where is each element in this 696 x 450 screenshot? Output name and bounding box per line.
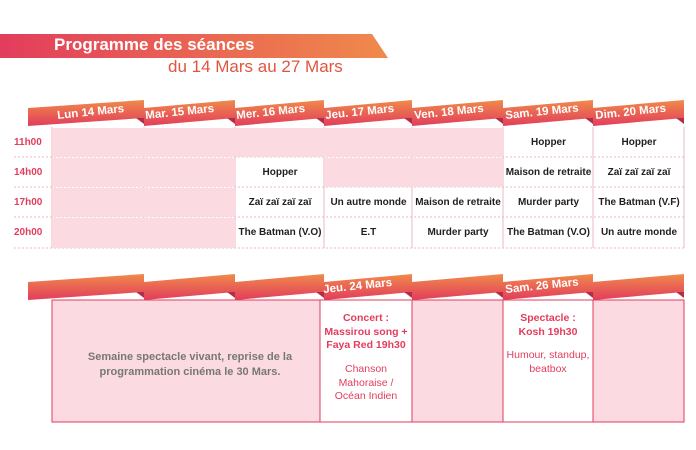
ribbon-segment (235, 274, 324, 300)
event-description: Chanson Mahoraise / Océan Indien (334, 362, 398, 403)
ribbon-fold (495, 292, 503, 298)
empty-cell (325, 128, 412, 157)
ribbon-segment (28, 274, 144, 300)
screening-cell: The Batman (V.O) (238, 227, 322, 239)
ribbon-fold (404, 118, 412, 124)
empty-cell (53, 188, 144, 217)
ribbon-fold (316, 292, 324, 298)
page-title: Programme des séances (54, 35, 255, 54)
empty-cell (325, 158, 412, 187)
event-description: Humour, standup, beatbox (506, 349, 590, 375)
empty-cell (53, 218, 144, 248)
empty-cell (413, 128, 503, 157)
ribbon-segment (324, 100, 412, 126)
empty-cell (145, 218, 235, 248)
screening-cell: Un autre monde (600, 227, 678, 239)
ribbon-segment (28, 100, 144, 126)
screening-cell: Murder party (517, 196, 580, 208)
empty-cell (145, 188, 235, 217)
empty-cell (53, 158, 144, 187)
time-label: 11h00 (14, 137, 42, 148)
time-label: 14h00 (14, 167, 43, 178)
screening-cell: Hopper (621, 136, 657, 148)
ribbon-fold (227, 292, 235, 298)
screening-cell: Zaï zaï zaï zaï (607, 166, 671, 178)
screening-cell: Un autre monde (330, 196, 407, 208)
empty-cell (236, 128, 324, 157)
ribbon-segment (144, 100, 235, 126)
show-event: Spectacle : Kosh 19h30 Humour, standup, … (505, 312, 591, 377)
event-name: Kosh 19h30 (518, 325, 578, 338)
ribbon-fold (227, 118, 235, 124)
page-subtitle: du 14 Mars au 27 Mars (168, 57, 343, 76)
ribbon-fold (676, 292, 684, 298)
ribbon-fold (585, 292, 593, 298)
ribbon-segment (324, 274, 412, 300)
screening-cell: E.T (360, 227, 377, 239)
time-label: 20h00 (14, 227, 43, 238)
ribbon-segment (235, 100, 324, 126)
ribbon-fold (676, 118, 684, 124)
ribbon-fold (136, 292, 144, 298)
empty-cell (53, 128, 144, 157)
screening-cell: Murder party (427, 227, 489, 239)
screening-cell: The Batman (V.O) (507, 227, 590, 239)
screening-cell: Hopper (531, 136, 566, 148)
ribbon-fold (585, 118, 593, 124)
empty-cell (145, 128, 235, 157)
event-name: Massirou song + Faya Red 19h30 (324, 325, 408, 352)
event-type: Spectacle : (520, 312, 576, 324)
event-type: Concert : (342, 312, 390, 324)
concert-event: Concert : Massirou song + Faya Red 19h30… (322, 312, 410, 404)
ribbon-segment (412, 100, 503, 126)
screening-cell: Hopper (262, 166, 298, 178)
ribbon-fold (316, 118, 324, 124)
ribbon-segment (144, 274, 235, 300)
ribbon-segment (593, 100, 684, 126)
program-note: Semaine spectacle vivant, reprise de la … (87, 351, 293, 378)
time-label: 17h00 (14, 197, 43, 208)
screening-cell: Zaï zaï zaï zaï (248, 196, 312, 208)
ribbon-fold (136, 118, 144, 124)
ribbon-segment (503, 274, 593, 300)
ribbon-fold (495, 118, 503, 124)
ribbon-segment (503, 100, 593, 126)
ribbon-segment (412, 274, 503, 300)
ribbon-fold (404, 292, 412, 298)
screening-cell: Maison de retraite (505, 166, 592, 178)
screening-cell: Maison de retraite (415, 196, 501, 208)
header-banner (0, 34, 388, 58)
screening-cell: The Batman (V.F) (598, 196, 680, 208)
ribbon-segment (593, 274, 684, 300)
empty-cell (145, 158, 235, 187)
empty-cell (413, 158, 503, 187)
